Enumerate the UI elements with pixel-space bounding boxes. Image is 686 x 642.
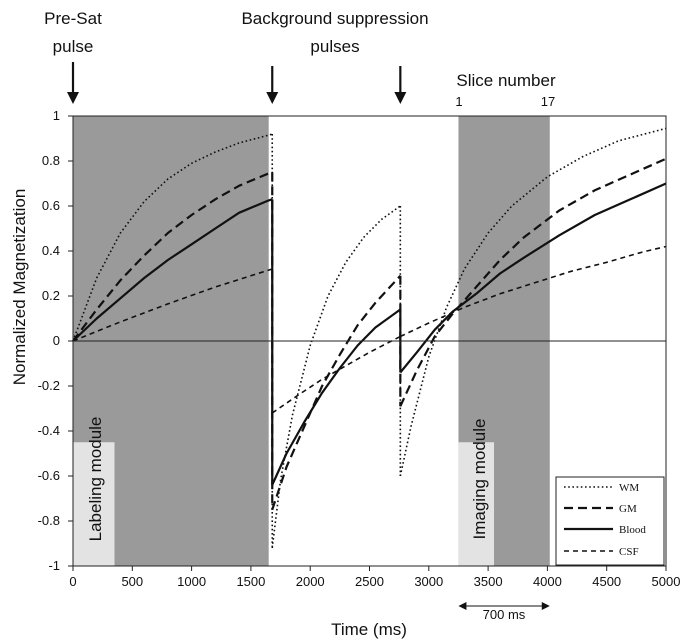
- pulse-arrow-head-1: [266, 92, 279, 104]
- slice-last-label: 17: [541, 94, 555, 109]
- slice-number-title: Slice number: [456, 71, 556, 90]
- duration-label: 700 ms: [483, 607, 526, 622]
- legend-label-gm: GM: [619, 503, 637, 515]
- y-tick-label-6: -0.2: [38, 378, 60, 393]
- x-tick-label-7: 3500: [474, 574, 503, 589]
- x-tick-label-9: 4500: [592, 574, 621, 589]
- series-gm-segment-0: [72, 171, 273, 342]
- x-tick-label-8: 4000: [533, 574, 562, 589]
- axes: 0 500 1000 1500 2000 2500 3000 3500 4000 4500 5000…: [38, 108, 681, 589]
- x-tick-label-6: 3000: [414, 574, 443, 589]
- x-tick-label-0: 0: [69, 574, 76, 589]
- x-tick-label-4: 2000: [296, 574, 325, 589]
- y-tick-label-5: 0: [53, 333, 60, 348]
- x-axis-title: Time (ms): [331, 620, 407, 639]
- series-wm-segment-2: [399, 127, 667, 477]
- series-blood-segment-0: [72, 198, 273, 342]
- legend-label-blood: Blood: [619, 524, 646, 536]
- y-tick-label-0: 1: [53, 108, 60, 123]
- pulse-arrow-head-0: [67, 92, 79, 104]
- module-box-1: [458, 442, 495, 566]
- imaging-module-label: Imaging module: [470, 419, 489, 540]
- y-tick-label-10: -1: [48, 558, 60, 573]
- presat-label-line1: Pre-Sat: [44, 9, 102, 28]
- series-blood-segment-1: [271, 308, 401, 486]
- duration-arrowhead-left: [458, 602, 467, 610]
- y-tick-label-7: -0.4: [38, 423, 60, 438]
- series-wm-segment-1: [271, 205, 401, 549]
- series-gm-segment-1: [271, 275, 402, 511]
- y-tick-label-8: -0.6: [38, 468, 60, 483]
- series-csf-segment-1: [271, 335, 401, 414]
- pulse-arrow-head-2: [394, 92, 407, 104]
- module-box-0: [73, 442, 115, 566]
- series-csf-segment-0: [72, 268, 273, 342]
- series-blood-segment-2: [399, 182, 667, 374]
- x-tick-label-10: 5000: [652, 574, 681, 589]
- slice-first-label: 1: [455, 94, 462, 109]
- duration-arrowhead-right: [541, 602, 550, 610]
- legend-label-csf: CSF: [619, 546, 639, 558]
- presat-label-line2: pulse: [53, 37, 94, 56]
- x-tick-label-1: 500: [121, 574, 143, 589]
- series-wm-segment-0: [72, 133, 273, 342]
- labeling-module-label: Labeling module: [86, 417, 105, 542]
- y-tick-label-2: 0.6: [42, 198, 60, 213]
- x-tick-label-5: 2500: [355, 574, 384, 589]
- series-csf-segment-2: [399, 245, 667, 338]
- y-axis-title: Normalized Magnetization: [10, 189, 29, 386]
- legend: WM GM Blood CSF: [555, 476, 665, 566]
- bgs-label-line1: Background suppression: [241, 9, 428, 28]
- series-gm-segment-2: [399, 157, 667, 407]
- x-tick-label-3: 1500: [236, 574, 265, 589]
- bgs-label-line2: pulses: [310, 37, 359, 56]
- legend-label-wm: WM: [619, 482, 639, 494]
- y-tick-label-1: 0.8: [42, 153, 60, 168]
- y-tick-label-3: 0.4: [42, 243, 60, 258]
- x-tick-label-2: 1000: [177, 574, 206, 589]
- y-tick-label-9: -0.8: [38, 513, 60, 528]
- annotations: Pre-Sat pulse Background suppression pul…: [10, 9, 556, 639]
- y-tick-label-4: 0.2: [42, 288, 60, 303]
